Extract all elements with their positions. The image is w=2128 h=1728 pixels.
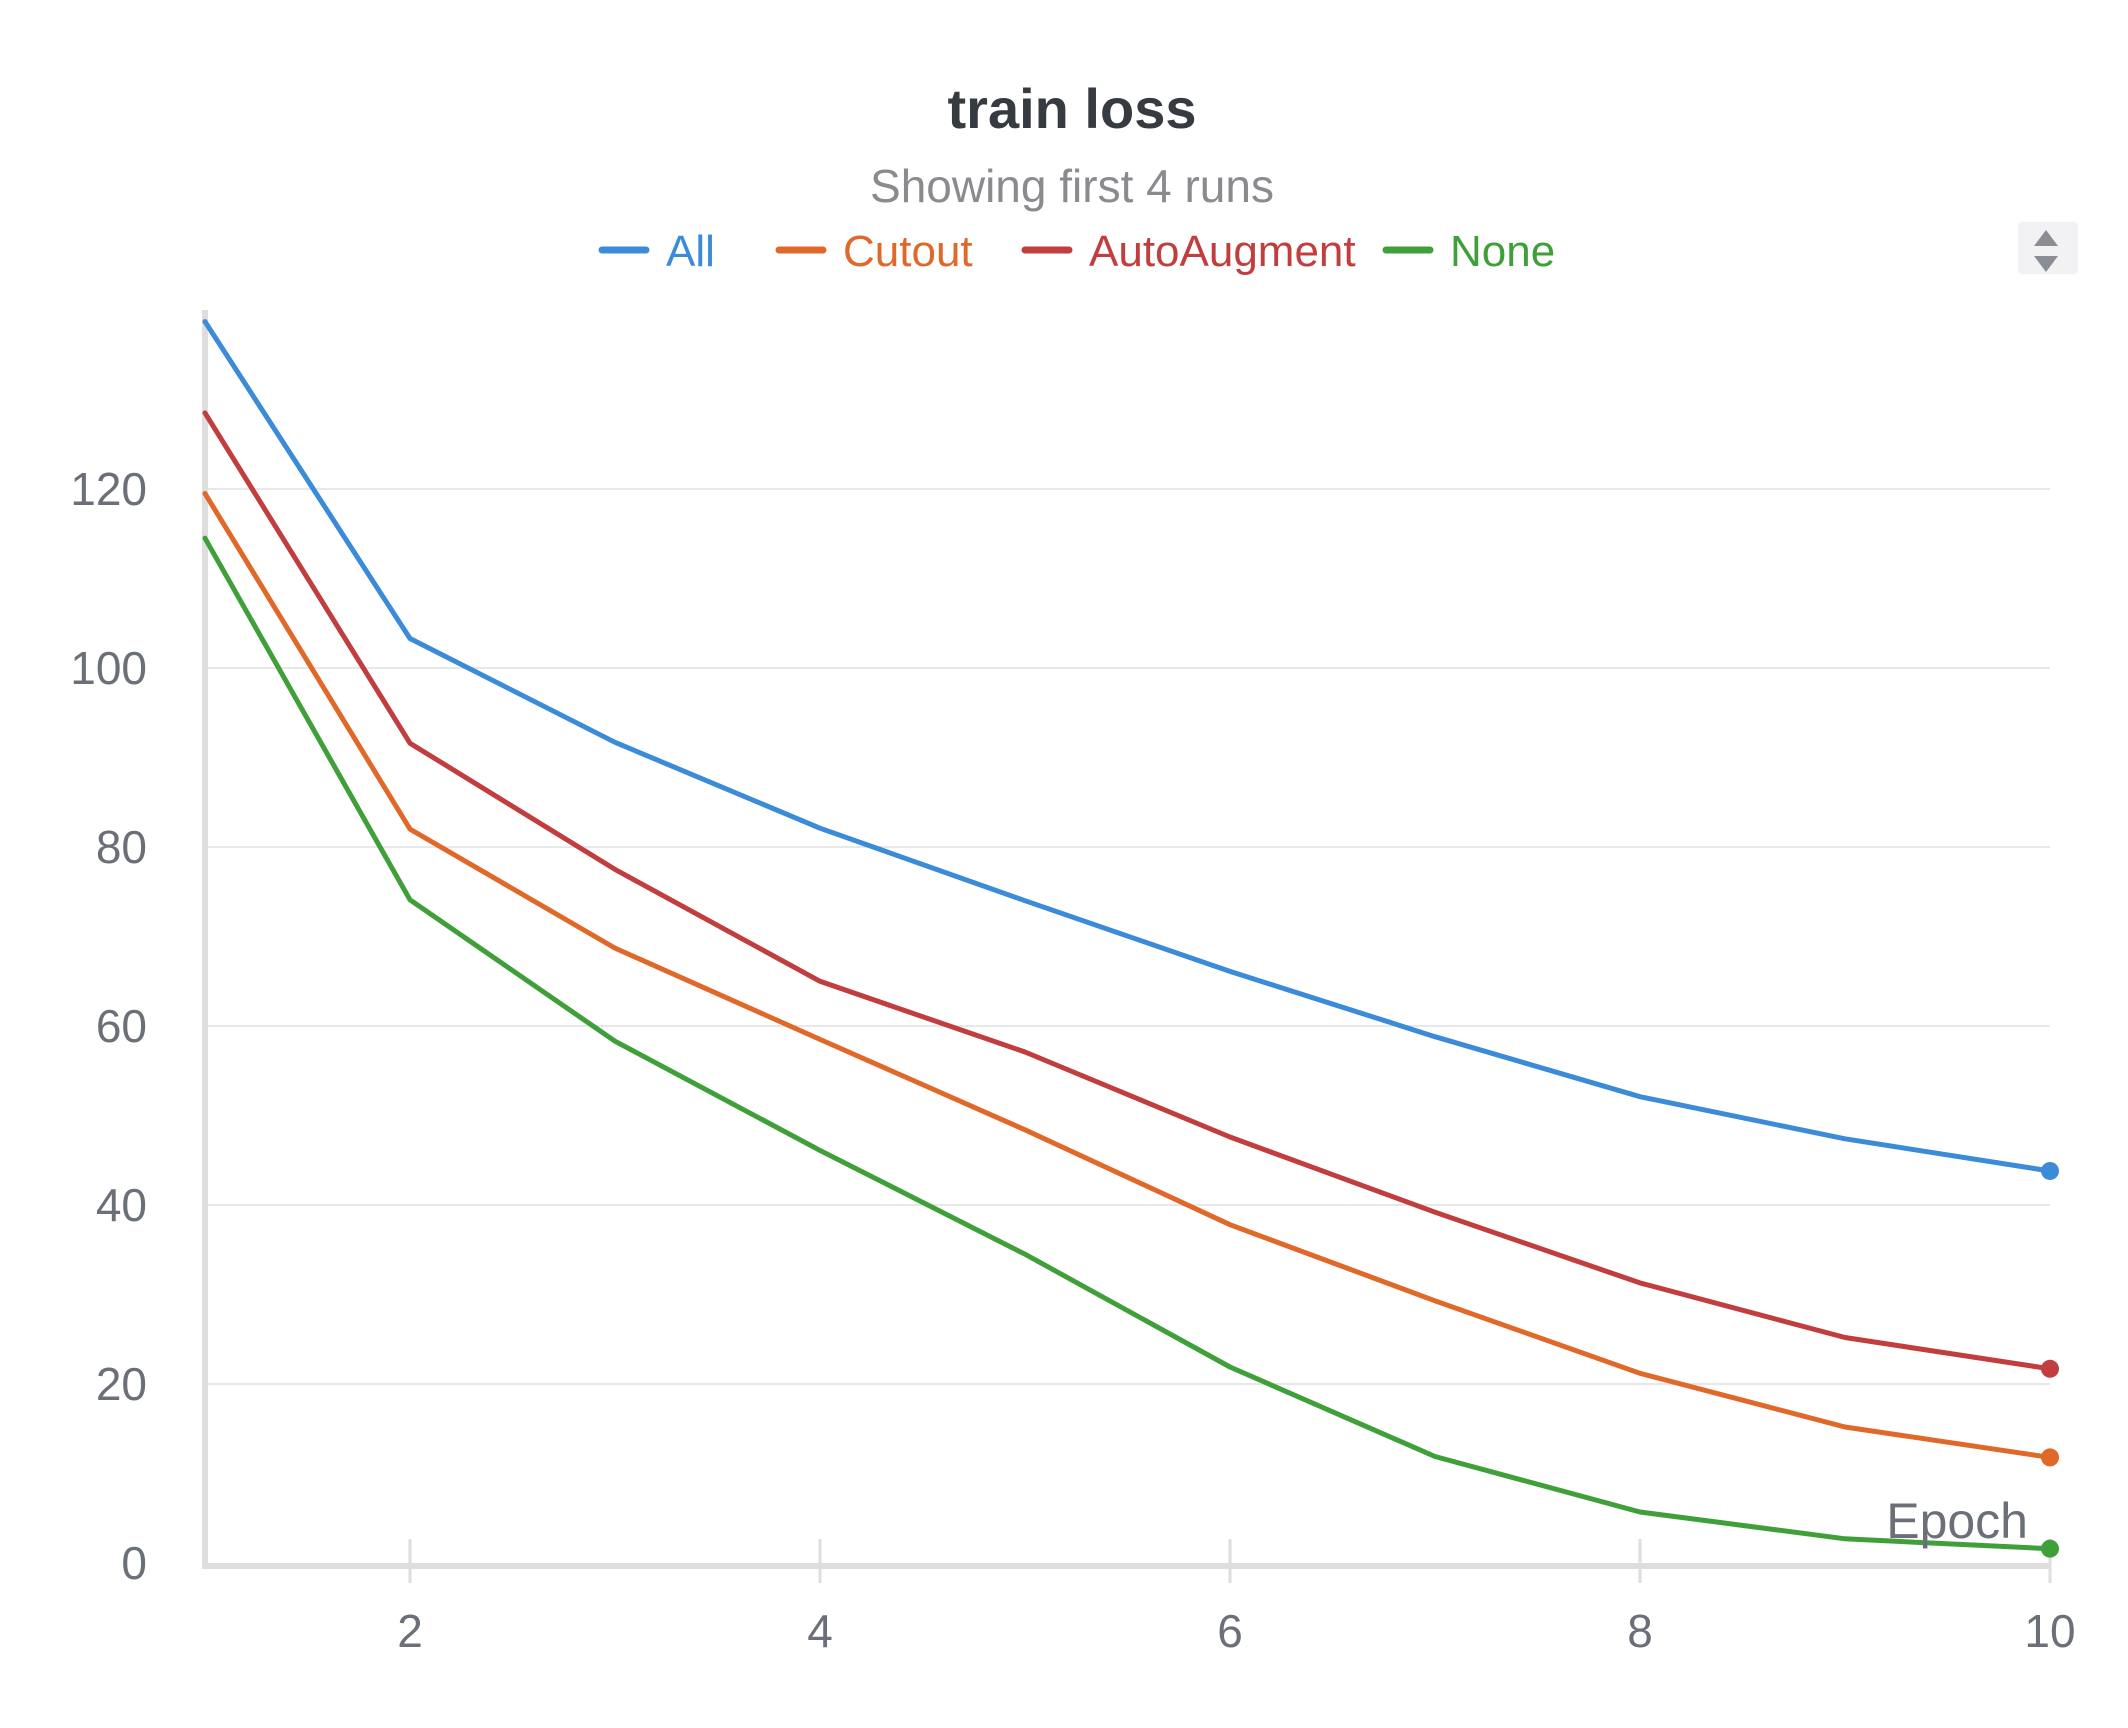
legend-item-none[interactable]: None	[1382, 227, 1555, 276]
x-axis-ticks: 2 4 6 8 10	[397, 1539, 2076, 1657]
legend-label: All	[666, 227, 715, 276]
series-end-point-none	[2041, 1539, 2059, 1558]
legend: All Cutout AutoAugment None	[598, 227, 1555, 276]
x-tick-label: 6	[1217, 1605, 1243, 1657]
series-line-none	[202, 535, 2053, 1552]
y-tick-label: 40	[96, 1179, 147, 1231]
y-tick-label: 100	[70, 642, 147, 694]
series-end-point-autoaugment	[2041, 1359, 2059, 1378]
x-tick-label: 4	[807, 1605, 833, 1657]
chart-subtitle: Showing first 4 runs	[870, 160, 1274, 212]
axes	[202, 310, 2050, 1569]
y-tick-label: 0	[121, 1537, 147, 1589]
legend-label: AutoAugment	[1089, 227, 1356, 276]
y-tick-label: 20	[96, 1358, 147, 1410]
x-tick-label: 2	[397, 1605, 423, 1657]
series-end-point-all	[2041, 1161, 2059, 1180]
x-tick-label: 10	[2024, 1605, 2075, 1657]
legend-scroll-control[interactable]	[2018, 222, 2078, 274]
series-line-autoaugment	[202, 410, 2053, 1372]
grid-lines	[205, 488, 2050, 1385]
y-axis-ticks: 0 20 40 60 80 100 120	[70, 463, 147, 1589]
legend-item-autoaugment[interactable]: AutoAugment	[1021, 227, 1356, 276]
series-lines	[202, 319, 2059, 1558]
legend-item-cutout[interactable]: Cutout	[775, 227, 973, 276]
y-tick-label: 120	[70, 463, 147, 515]
x-tick-label: 8	[1627, 1605, 1653, 1657]
series-line-cutout	[202, 491, 2053, 1460]
legend-label: Cutout	[843, 227, 973, 276]
legend-item-all[interactable]: All	[598, 227, 715, 276]
series-line-all	[202, 319, 2053, 1174]
up-down-arrows-icon	[2034, 230, 2058, 272]
x-axis-title: Epoch	[1886, 1493, 2028, 1549]
series-end-point-cutout	[2041, 1448, 2059, 1467]
chart-title: train loss	[948, 77, 1197, 140]
legend-label: None	[1450, 227, 1555, 276]
y-tick-label: 80	[96, 821, 147, 873]
y-tick-label: 60	[96, 1000, 147, 1052]
